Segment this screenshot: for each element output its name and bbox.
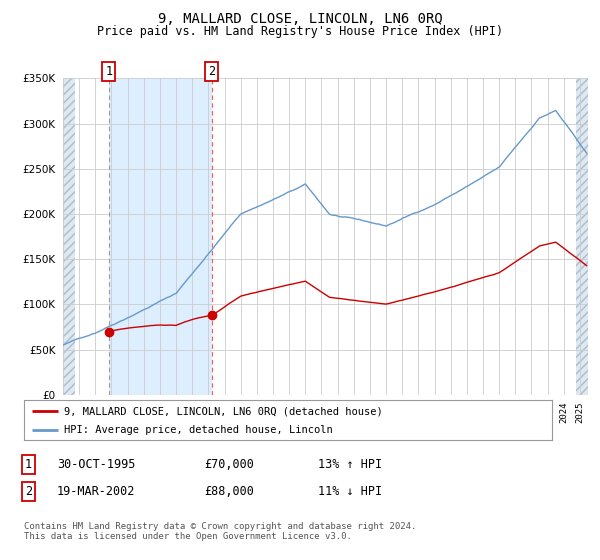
Text: 2: 2 [25, 485, 32, 498]
Text: 2: 2 [208, 66, 215, 78]
Text: 11% ↓ HPI: 11% ↓ HPI [318, 485, 382, 498]
Text: HPI: Average price, detached house, Lincoln: HPI: Average price, detached house, Linc… [64, 425, 332, 435]
Text: 19-MAR-2002: 19-MAR-2002 [57, 485, 136, 498]
Text: Contains HM Land Registry data © Crown copyright and database right 2024.
This d: Contains HM Land Registry data © Crown c… [24, 522, 416, 542]
Text: 9, MALLARD CLOSE, LINCOLN, LN6 0RQ: 9, MALLARD CLOSE, LINCOLN, LN6 0RQ [158, 12, 442, 26]
Text: 9, MALLARD CLOSE, LINCOLN, LN6 0RQ (detached house): 9, MALLARD CLOSE, LINCOLN, LN6 0RQ (deta… [64, 407, 382, 417]
Text: 30-OCT-1995: 30-OCT-1995 [57, 458, 136, 472]
Text: 1: 1 [105, 66, 112, 78]
Text: 1: 1 [25, 458, 32, 472]
Text: £70,000: £70,000 [204, 458, 254, 472]
Text: £88,000: £88,000 [204, 485, 254, 498]
Bar [109, 78, 212, 395]
Bar [576, 78, 588, 395]
Text: Price paid vs. HM Land Registry's House Price Index (HPI): Price paid vs. HM Land Registry's House … [97, 25, 503, 38]
Bar [63, 78, 75, 395]
Text: 13% ↑ HPI: 13% ↑ HPI [318, 458, 382, 472]
